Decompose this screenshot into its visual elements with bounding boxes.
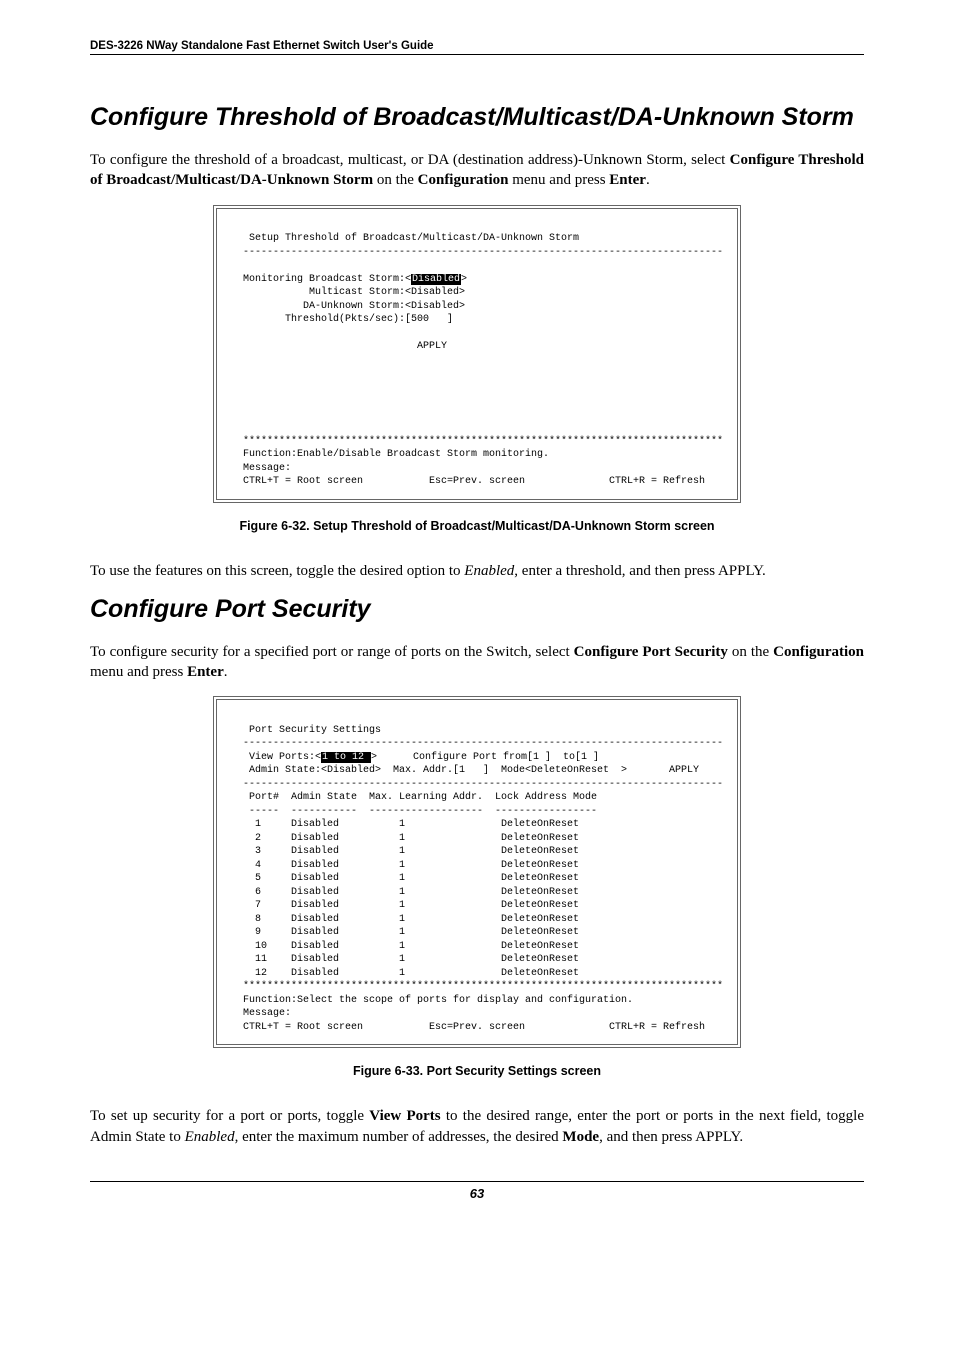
t2-row-5: 5 Disabled 1 DeleteOnReset bbox=[231, 873, 579, 884]
t2-r2: Admin State:<Disabled> Max. Addr.[1 ] Mo… bbox=[231, 765, 699, 776]
s2-intro-pre: To configure security for a specified po… bbox=[90, 644, 574, 660]
s1-intro-b3: Enter bbox=[609, 172, 646, 188]
s1-intro-mid: on the bbox=[373, 172, 418, 188]
t2-row-11: 11 Disabled 1 DeleteOnReset bbox=[231, 954, 579, 965]
t2-sep1: ----------------------------------------… bbox=[231, 738, 723, 749]
t2-r1hl: 1 to 12 bbox=[321, 752, 371, 763]
s1-intro-pre: To configure the threshold of a broadcas… bbox=[90, 152, 730, 168]
t2-row-4: 4 Disabled 1 DeleteOnReset bbox=[231, 860, 579, 871]
t2-row-2: 2 Disabled 1 DeleteOnReset bbox=[231, 833, 579, 844]
t2-row-8: 8 Disabled 1 DeleteOnReset bbox=[231, 914, 579, 925]
section1-intro: To configure the threshold of a broadcas… bbox=[90, 150, 864, 191]
t1-foot: CTRL+T = Root screen Esc=Prev. screen CT… bbox=[231, 476, 705, 487]
section2-after: To set up security for a port or ports, … bbox=[90, 1106, 864, 1147]
t2-foot: CTRL+T = Root screen Esc=Prev. screen CT… bbox=[231, 1022, 705, 1033]
s2-intro-post1: menu and press bbox=[90, 664, 187, 680]
t1-sep: ----------------------------------------… bbox=[231, 247, 723, 258]
t1-l1b: > bbox=[461, 274, 467, 285]
t1-l3: DA-Unknown Storm:<Disabled> bbox=[231, 301, 465, 312]
t2-row-7: 7 Disabled 1 DeleteOnReset bbox=[231, 900, 579, 911]
figure-6-32: Setup Threshold of Broadcast/Multicast/D… bbox=[90, 205, 864, 503]
s1-after-em: Enabled bbox=[464, 563, 514, 579]
t2-title: Port Security Settings bbox=[231, 725, 381, 736]
s1-intro-b2: Configuration bbox=[418, 172, 509, 188]
t2-r1a: View Ports:< bbox=[231, 752, 321, 763]
section1-title: Configure Threshold of Broadcast/Multica… bbox=[90, 103, 864, 132]
t1-l1hl: Disabled bbox=[411, 274, 461, 285]
s2-intro-b3: Enter bbox=[187, 664, 224, 680]
t2-stars: ****************************************… bbox=[231, 981, 723, 992]
s2-intro-b2: Configuration bbox=[773, 644, 864, 660]
s2-intro-post2: . bbox=[224, 664, 228, 680]
page-header: DES-3226 NWay Standalone Fast Ethernet S… bbox=[90, 40, 864, 55]
section1-after: To use the features on this screen, togg… bbox=[90, 561, 864, 581]
s2-intro-b1: Configure Port Security bbox=[574, 644, 728, 660]
figure-6-33: Port Security Settings -----------------… bbox=[90, 696, 864, 1048]
t1-l1a: Monitoring Broadcast Storm:< bbox=[231, 274, 411, 285]
terminal-storm: Setup Threshold of Broadcast/Multicast/D… bbox=[213, 205, 741, 503]
t2-row-9: 9 Disabled 1 DeleteOnReset bbox=[231, 927, 579, 938]
s2-after-mid2: , enter the maximum number of addresses,… bbox=[235, 1129, 563, 1145]
section2-title: Configure Port Security bbox=[90, 595, 864, 624]
t1-func: Function:Enable/Disable Broadcast Storm … bbox=[231, 449, 549, 460]
page-number: 63 bbox=[90, 1181, 864, 1201]
t2-row-10: 10 Disabled 1 DeleteOnReset bbox=[231, 941, 579, 952]
figure-6-32-caption: Figure 6-32. Setup Threshold of Broadcas… bbox=[90, 519, 864, 533]
s2-after-b1: View Ports bbox=[369, 1108, 440, 1124]
t2-hdr: Port# Admin State Max. Learning Addr. Lo… bbox=[231, 792, 597, 803]
s2-after-pre: To set up security for a port or ports, … bbox=[90, 1108, 369, 1124]
s1-intro-post1: menu and press bbox=[508, 172, 609, 188]
t1-l2: Multicast Storm:<Disabled> bbox=[231, 287, 465, 298]
t2-msg: Message: bbox=[231, 1008, 291, 1019]
t1-stars: ****************************************… bbox=[231, 436, 723, 447]
t2-sep2: ----------------------------------------… bbox=[231, 779, 723, 790]
s1-intro-post2: . bbox=[646, 172, 650, 188]
t1-l4: Threshold(Pkts/sec):[500 ] bbox=[231, 314, 453, 325]
t2-func: Function:Select the scope of ports for d… bbox=[231, 995, 633, 1006]
s1-after-post: , enter a threshold, and then press APPL… bbox=[514, 563, 766, 579]
t2-row-1: 1 Disabled 1 DeleteOnReset bbox=[231, 819, 579, 830]
t2-row-12: 12 Disabled 1 DeleteOnReset bbox=[231, 968, 579, 979]
t2-r1b: > Configure Port from[1 ] to[1 ] bbox=[371, 752, 599, 763]
s2-after-post: , and then press APPLY. bbox=[599, 1129, 743, 1145]
t1-title: Setup Threshold of Broadcast/Multicast/D… bbox=[231, 233, 579, 244]
s2-after-em: Enabled bbox=[185, 1129, 235, 1145]
t1-apply: APPLY bbox=[231, 341, 447, 352]
s2-after-b2: Mode bbox=[562, 1129, 599, 1145]
terminal-port-security: Port Security Settings -----------------… bbox=[213, 696, 741, 1048]
t1-msg: Message: bbox=[231, 463, 291, 474]
t2-row-3: 3 Disabled 1 DeleteOnReset bbox=[231, 846, 579, 857]
figure-6-33-caption: Figure 6-33. Port Security Settings scre… bbox=[90, 1064, 864, 1078]
s1-after-pre: To use the features on this screen, togg… bbox=[90, 563, 464, 579]
s2-intro-mid: on the bbox=[728, 644, 773, 660]
t2-row-6: 6 Disabled 1 DeleteOnReset bbox=[231, 887, 579, 898]
section2-intro: To configure security for a specified po… bbox=[90, 642, 864, 683]
t2-hdrsep: ----- ----------- ------------------- --… bbox=[231, 806, 597, 817]
